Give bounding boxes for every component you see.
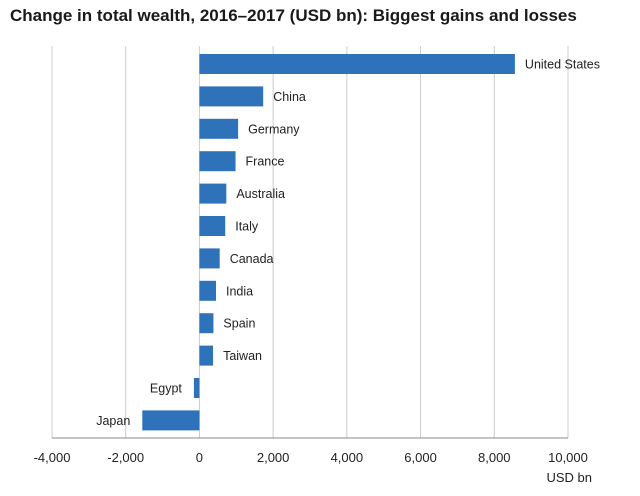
category-label: Japan — [96, 414, 130, 428]
category-label: Germany — [248, 122, 300, 136]
chart-title: Change in total wealth, 2016–2017 (USD b… — [10, 6, 577, 25]
x-tick-label: 2,000 — [257, 450, 290, 465]
x-tick-label: 0 — [196, 450, 203, 465]
bar-labels: United States China Germany France Australia… — [96, 58, 600, 428]
category-label: Canada — [230, 252, 274, 266]
bar-germany — [199, 118, 239, 139]
category-label: Egypt — [150, 382, 182, 396]
bar-australia — [199, 183, 227, 204]
x-tick-label: 4,000 — [331, 450, 364, 465]
category-label: Taiwan — [223, 349, 262, 363]
category-label: Australia — [236, 187, 285, 201]
bar-japan — [142, 410, 200, 431]
x-tick-label: 10,000 — [548, 450, 588, 465]
x-tick-label: -4,000 — [34, 450, 71, 465]
category-label: China — [273, 90, 306, 104]
bar-france — [199, 151, 236, 172]
x-axis: -4,000 -2,000 0 2,000 4,000 6,000 8,000 10,000 — [34, 437, 588, 465]
bar-taiwan — [199, 345, 214, 366]
bar-china — [199, 86, 264, 107]
category-label: France — [246, 155, 285, 169]
bar-india — [199, 280, 217, 301]
gridlines — [51, 46, 569, 438]
bar-italy — [199, 216, 226, 236]
bars — [142, 54, 515, 431]
category-label: India — [226, 284, 253, 298]
bar-egypt — [193, 378, 200, 398]
category-label: Italy — [235, 220, 259, 234]
bar-united-states — [199, 54, 515, 74]
bar-canada — [199, 248, 220, 269]
x-tick-label: 8,000 — [478, 450, 511, 465]
x-tick-label: -2,000 — [107, 450, 144, 465]
category-label: United States — [525, 58, 600, 72]
x-tick-label: 6,000 — [404, 450, 437, 465]
x-axis-unit-label: USD bn — [546, 470, 592, 485]
category-label: Spain — [223, 317, 255, 331]
bar-spain — [199, 313, 214, 334]
